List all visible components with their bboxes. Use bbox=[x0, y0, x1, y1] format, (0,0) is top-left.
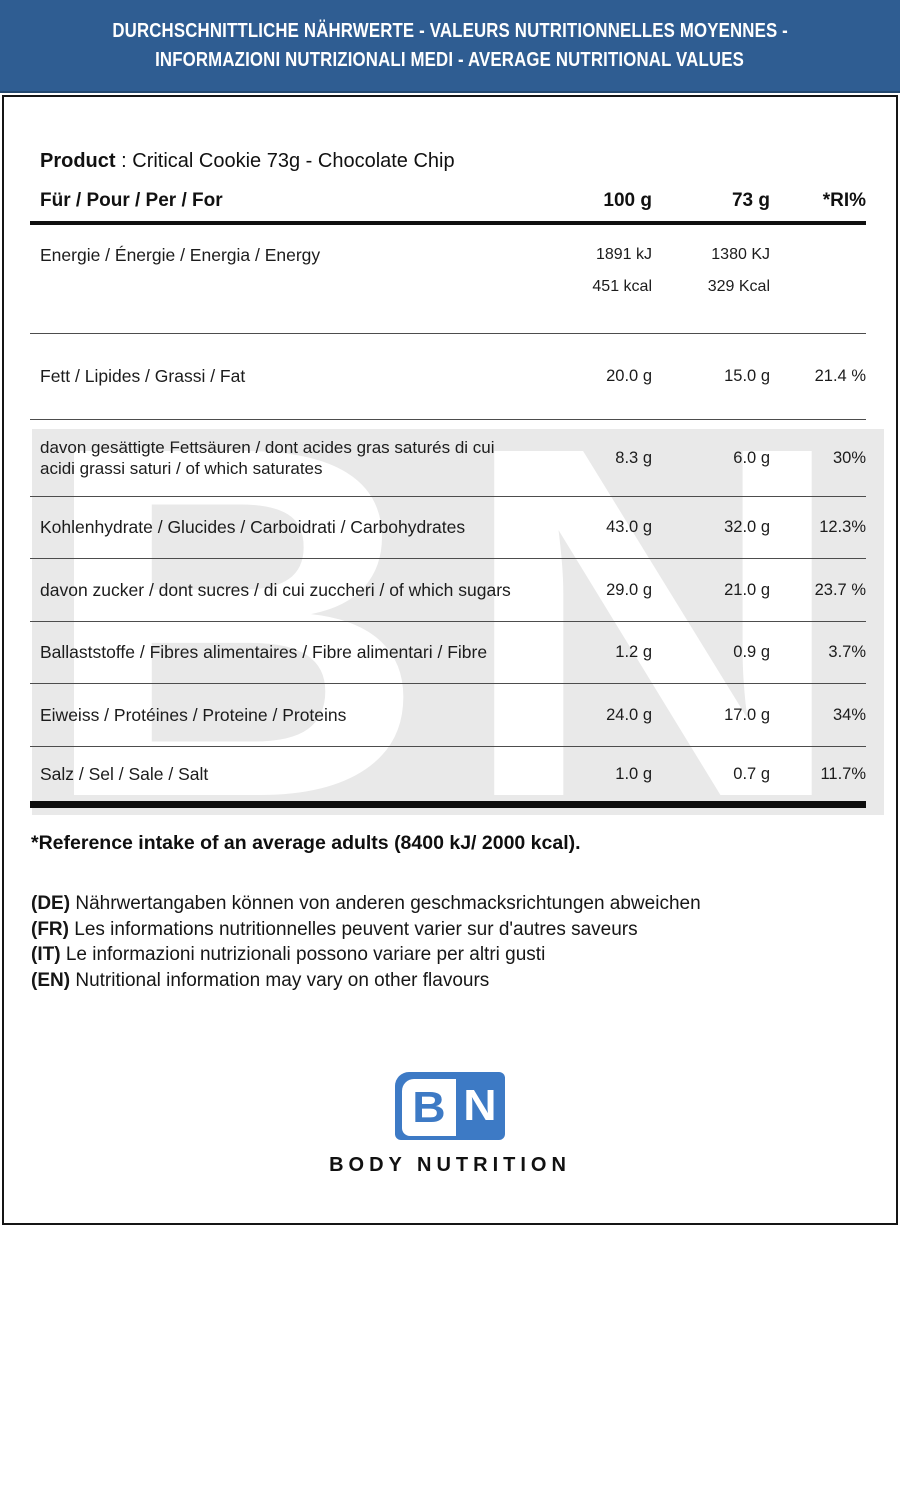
row-value-73g: 17.0 g bbox=[724, 705, 770, 724]
row-label: Salz / Sel / Sale / Salt bbox=[40, 763, 209, 784]
row-value-100g: 8.3 g bbox=[615, 448, 652, 467]
product-separator: : bbox=[121, 150, 133, 172]
row-value-73g: 1380 KJ 329 Kcal bbox=[652, 239, 770, 303]
row-value-100g: 1.2 g bbox=[615, 643, 652, 661]
row-ri: 30% bbox=[832, 448, 866, 467]
row-ri: 11.7% bbox=[820, 764, 866, 783]
header-col-label: Für / Pour / Per / For bbox=[40, 190, 223, 211]
table-row-energy: Energie / Énergie / Energia / Energy 189… bbox=[30, 225, 866, 334]
table-row-sugars: davon zucker / dont sucres / di cui zucc… bbox=[30, 559, 866, 622]
row-label: Eiweiss / Protéines / Proteine / Protein… bbox=[40, 704, 347, 725]
table-row-carbohydrates: Kohlenhydrate / Glucides / Carboidrati /… bbox=[30, 497, 866, 559]
row-label: Kohlenhydrate / Glucides / Carboidrati /… bbox=[40, 517, 466, 537]
note-it-prefix: (IT) bbox=[31, 944, 61, 965]
row-ri: 23.7 % bbox=[814, 580, 866, 599]
note-it-text: Le informazioni nutrizionali possono var… bbox=[60, 944, 546, 965]
product-label: Product bbox=[40, 150, 116, 172]
energy-kcal-100g: 451 kcal bbox=[592, 278, 652, 295]
note-it: (IT) Le informazioni nutrizionali posson… bbox=[31, 942, 701, 968]
bn-logo-white-panel: B bbox=[402, 1079, 456, 1136]
logo-letter-n: N bbox=[463, 1081, 497, 1130]
row-value-100g: 1891 kJ 451 kcal bbox=[540, 239, 652, 303]
row-ri: 12.3% bbox=[819, 518, 866, 536]
banner: DURCHSCHNITTLICHE NÄHRWERTE - VALEURS NU… bbox=[0, 0, 900, 93]
row-value-73g: 15.0 g bbox=[724, 367, 770, 385]
table-header: Für / Pour / Per / For 100 g 73 g *RI% bbox=[30, 180, 866, 225]
row-ri: 3.7% bbox=[828, 643, 866, 661]
note-de: (DE) Nährwertangaben können von anderen … bbox=[31, 891, 701, 917]
watermark-panel: BN bbox=[32, 429, 884, 815]
banner-line-2: INFORMAZIONI NUTRIZIONALI MEDI - AVERAGE… bbox=[155, 48, 745, 71]
row-label: Ballaststoffe / Fibres alimentaires / Fi… bbox=[40, 642, 488, 662]
note-en-text: Nutritional information may vary on othe… bbox=[70, 969, 490, 991]
row-ri: 34% bbox=[832, 705, 866, 724]
row-value-100g: 1.0 g bbox=[615, 764, 652, 783]
product-name: Critical Cookie 73g - Chocolate Chip bbox=[132, 150, 455, 172]
table-row-saturates: davon gesättigte Fettsäuren / dont acide… bbox=[30, 420, 866, 497]
note-fr-prefix: (FR) bbox=[31, 918, 69, 940]
row-ri: 21.4 % bbox=[814, 367, 866, 385]
banner-line-1: DURCHSCHNITTLICHE NÄHRWERTE - VALEURS NU… bbox=[112, 19, 788, 42]
row-label: Fett / Lipides / Grassi / Fat bbox=[40, 366, 246, 386]
table-row-salt: Salz / Sel / Sale / Salt 1.0 g 0.7 g 11.… bbox=[30, 747, 866, 808]
header-col-ri: *RI% bbox=[822, 189, 866, 211]
note-fr-text: Les informations nutritionnelles peuvent… bbox=[68, 918, 638, 940]
row-label: davon zucker / dont sucres / di cui zucc… bbox=[40, 579, 511, 600]
table-row-fat: Fett / Lipides / Grassi / Fat 20.0 g 15.… bbox=[30, 334, 866, 420]
row-value-100g: 20.0 g bbox=[606, 367, 652, 385]
note-en: (EN) Nutritional information may vary on… bbox=[31, 968, 701, 994]
header-col-100g: 100 g bbox=[603, 189, 652, 211]
note-de-text: Nährwertangaben können von anderen gesch… bbox=[70, 893, 701, 914]
content-box: Product : Critical Cookie 73g - Chocolat… bbox=[2, 95, 898, 1225]
nutrition-table: Für / Pour / Per / For 100 g 73 g *RI% E… bbox=[30, 180, 866, 808]
energy-kj-100g: 1891 kJ bbox=[595, 246, 652, 263]
table-row-proteins: Eiweiss / Protéines / Proteine / Protein… bbox=[30, 684, 866, 747]
note-en-prefix: (EN) bbox=[31, 969, 71, 991]
logo-letter-b: B bbox=[412, 1082, 446, 1132]
row-value-73g: 0.9 g bbox=[733, 643, 770, 661]
header-col-73g: 73 g bbox=[731, 189, 770, 211]
brand-logo: B N BODY NUTRITION bbox=[4, 1072, 896, 1177]
energy-kcal-73g: 329 Kcal bbox=[707, 278, 770, 295]
table-row-fibre: Ballaststoffe / Fibres alimentaires / Fi… bbox=[30, 622, 866, 684]
row-value-100g: 43.0 g bbox=[606, 518, 652, 536]
bn-logo-icon: B N bbox=[395, 1072, 505, 1140]
row-value-73g: 6.0 g bbox=[733, 448, 770, 467]
note-fr: (FR) Les informations nutritionnelles pe… bbox=[31, 917, 701, 943]
row-value-100g: 29.0 g bbox=[606, 580, 652, 599]
footnote-reference-intake: *Reference intake of an average adults (… bbox=[31, 832, 581, 854]
row-label: Energie / Énergie / Energia / Energy bbox=[40, 245, 321, 265]
product-title: Product : Critical Cookie 73g - Chocolat… bbox=[40, 150, 455, 173]
row-value-73g: 0.7 g bbox=[733, 764, 770, 783]
bn-watermark-icon: BN bbox=[37, 429, 879, 815]
energy-kj-73g: 1380 KJ bbox=[711, 246, 770, 263]
brand-name: BODY NUTRITION bbox=[329, 1154, 571, 1176]
note-de-prefix: (DE) bbox=[31, 893, 71, 914]
row-value-100g: 24.0 g bbox=[606, 705, 652, 724]
row-value-73g: 32.0 g bbox=[724, 518, 770, 536]
language-notes: (DE) Nährwertangaben können von anderen … bbox=[31, 891, 701, 993]
row-value-73g: 21.0 g bbox=[724, 580, 770, 599]
row-label: davon gesättigte Fettsäuren / dont acide… bbox=[40, 438, 495, 478]
